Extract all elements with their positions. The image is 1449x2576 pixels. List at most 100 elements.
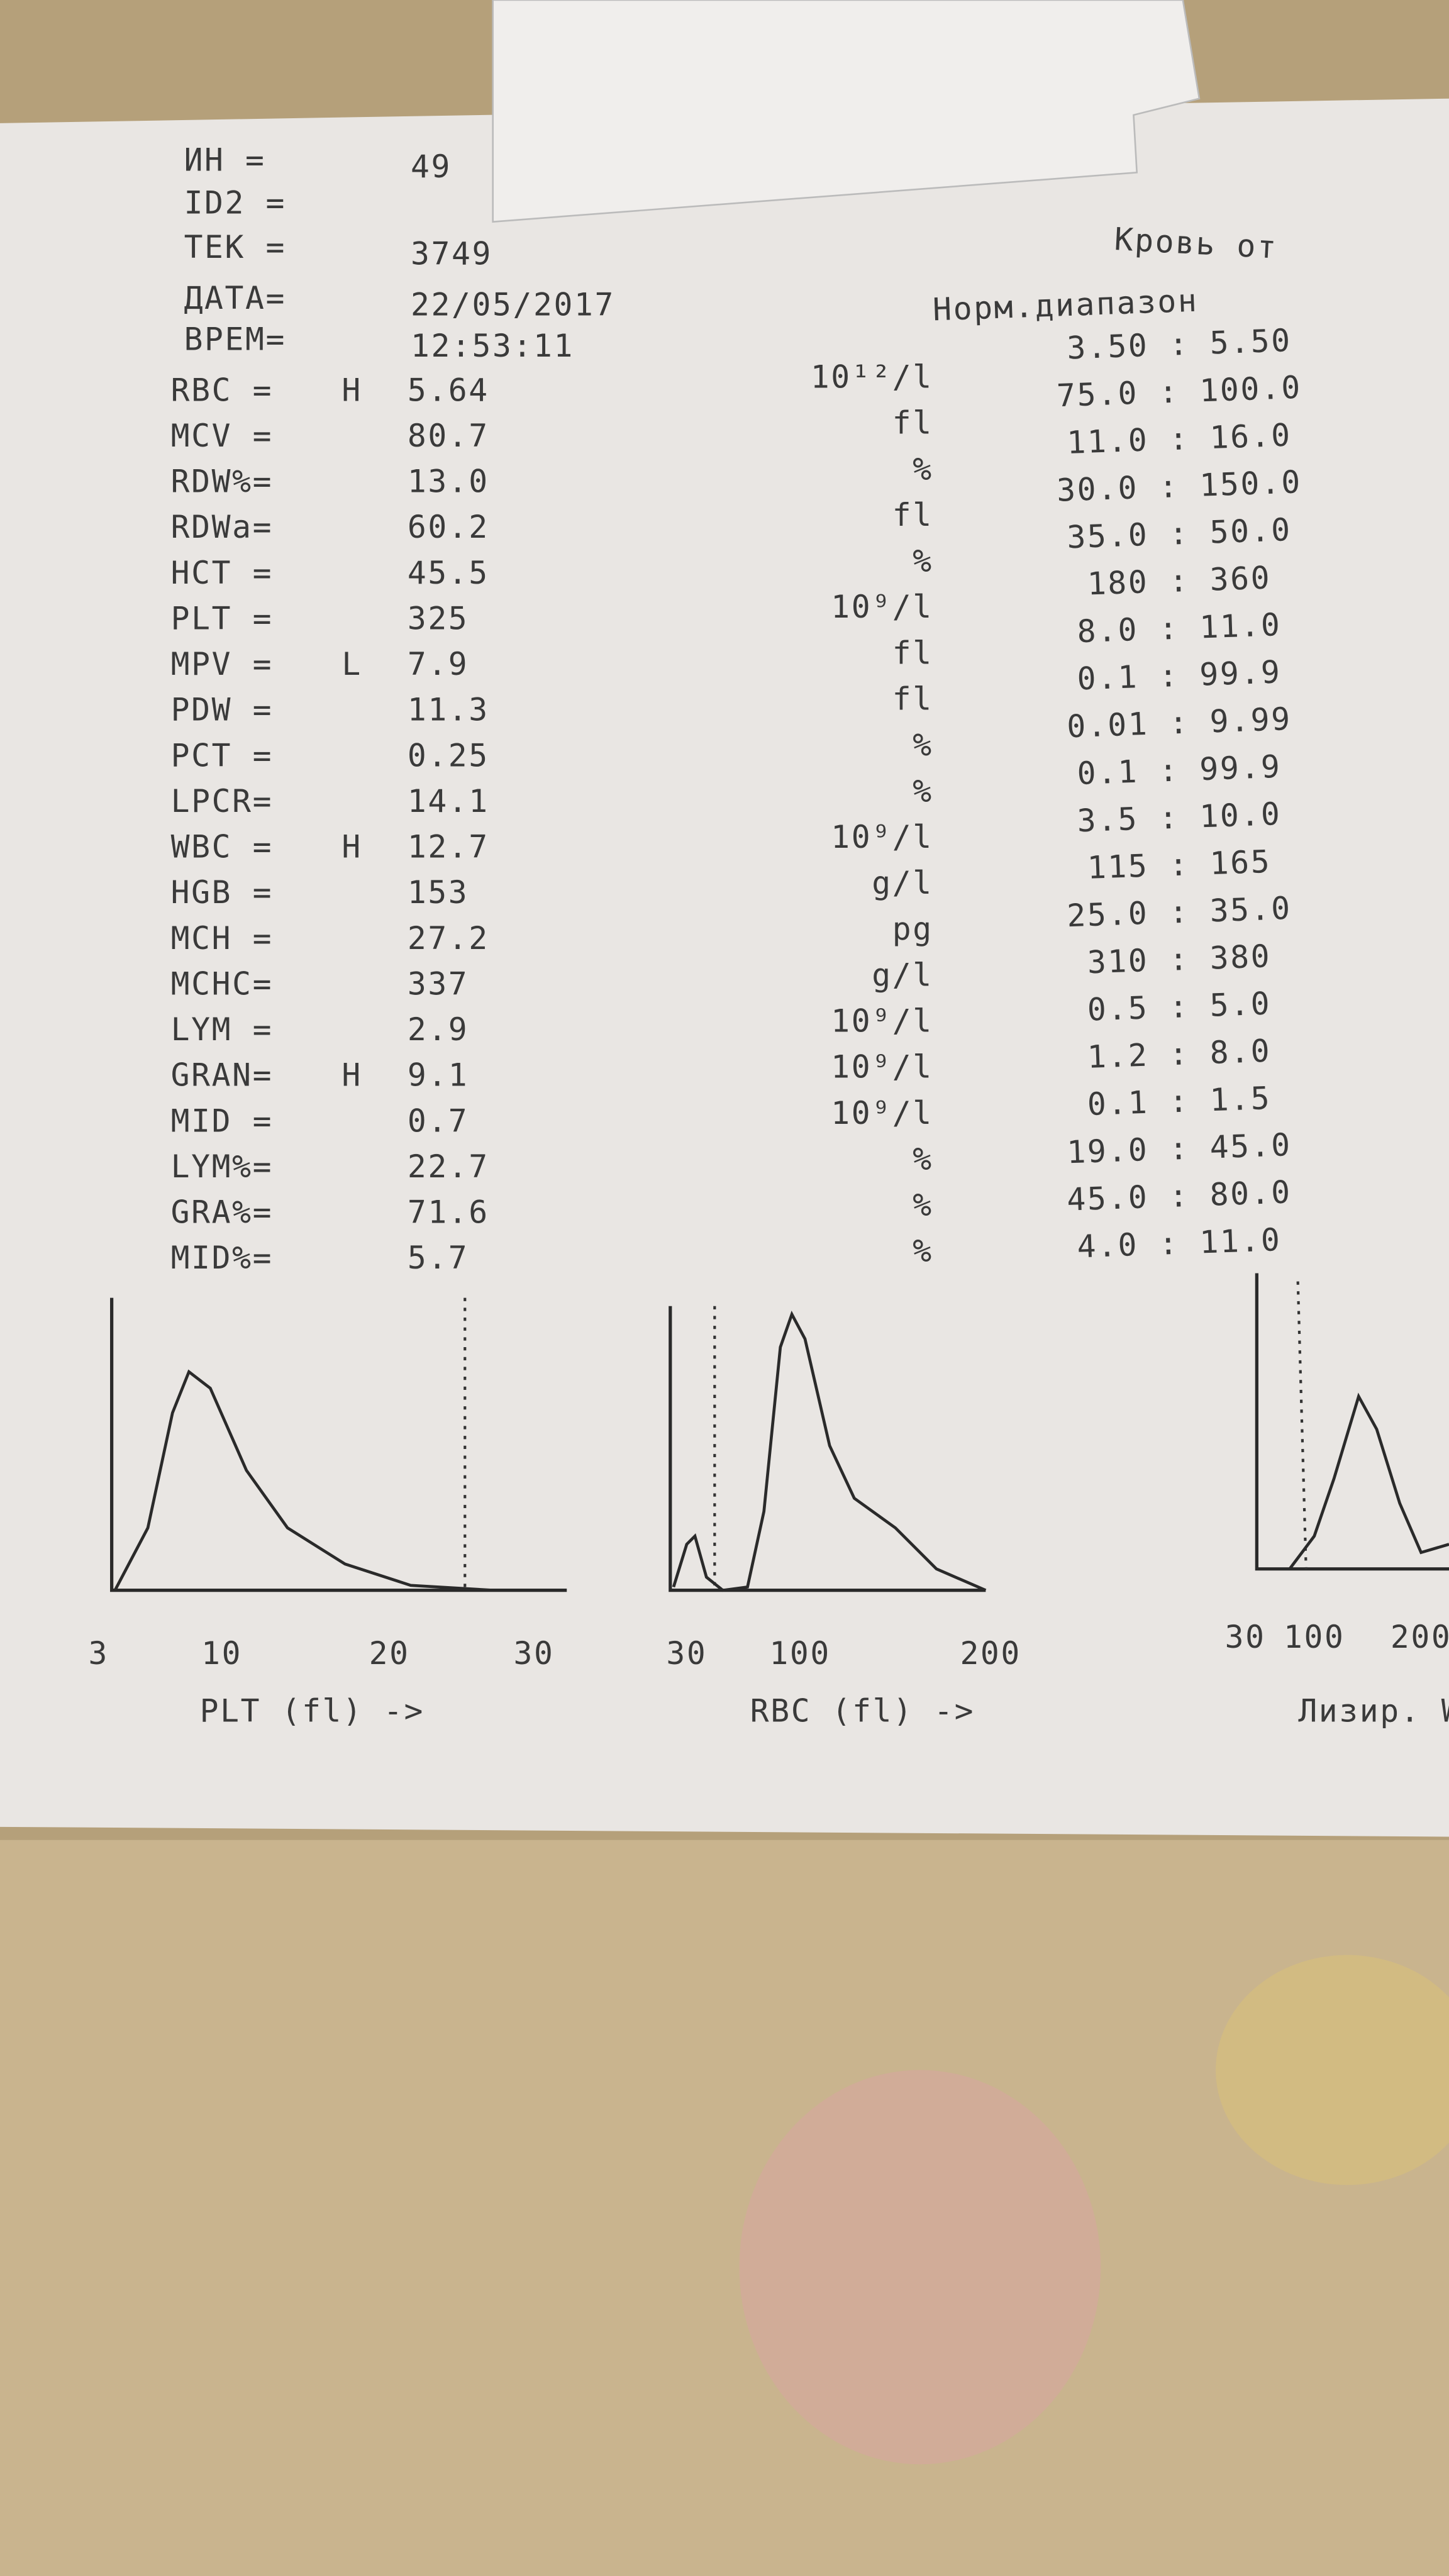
normal-range: 75.0 : 100.0 <box>1056 369 1302 414</box>
normal-range: 8.0 : 11.0 <box>1077 606 1282 650</box>
unit: 10⁹/l <box>831 1049 933 1085</box>
result-label: PCT = <box>171 737 273 774</box>
normal-range: 25.0 : 35.0 <box>1066 890 1292 934</box>
normal-range: 11.0 : 16.0 <box>1066 417 1292 461</box>
result-label: MCHC= <box>171 965 273 1002</box>
wbc-histogram <box>1255 1273 1449 1571</box>
normal-range: 4.0 : 11.0 <box>1077 1221 1282 1265</box>
normal-range: 0.1 : 99.9 <box>1077 653 1282 697</box>
result-value: 325 <box>408 600 469 636</box>
result-flag: H <box>341 1057 362 1094</box>
unit: % <box>913 773 933 809</box>
curve <box>1288 1392 1449 1570</box>
tick-label: 3 <box>88 1635 109 1672</box>
sample-type: Кровь от <box>1113 221 1279 266</box>
result-label: PLT = <box>171 600 273 636</box>
tick-label: 200 <box>1391 1619 1449 1655</box>
result-value: 153 <box>408 874 469 911</box>
result-flag: L <box>341 646 362 682</box>
result-value: 337 <box>408 965 469 1002</box>
normal-range: 0.1 : 99.9 <box>1077 748 1282 792</box>
histogram-label: RBC (fl) -> <box>750 1693 975 1729</box>
unit: fl <box>892 635 933 671</box>
result-label: RDWa= <box>171 509 273 545</box>
result-value: 12.7 <box>408 829 489 865</box>
unit: 10⁹/l <box>831 589 933 625</box>
result-label: RBC = <box>171 372 273 408</box>
unit: g/l <box>872 865 933 901</box>
unit: pg <box>892 911 933 947</box>
result-label: MPV = <box>171 646 273 682</box>
histogram-label: Лизир. W <box>1298 1693 1449 1729</box>
result-value: 2.9 <box>408 1011 469 1048</box>
result-label: GRA%= <box>171 1194 273 1231</box>
normal-range: 45.0 : 80.0 <box>1066 1174 1292 1218</box>
unit: 10⁹/l <box>831 1095 933 1131</box>
header-label: ТЕК = <box>184 229 286 265</box>
histogram-label: PLT (fl) -> <box>200 1693 425 1729</box>
normal-range: 35.0 : 50.0 <box>1066 511 1292 555</box>
tick-label: 200 <box>960 1635 1021 1672</box>
histograms <box>110 1273 1449 1592</box>
header-label: ДАТА= <box>184 280 286 316</box>
unit: 10⁹/l <box>831 819 933 855</box>
result-label: HGB = <box>171 874 273 911</box>
fabric-flower <box>739 2070 1101 2465</box>
result-label: LYM%= <box>171 1148 273 1185</box>
table-surface <box>0 1840 1449 2576</box>
axis <box>669 1306 986 1592</box>
covering-paper <box>492 0 1201 223</box>
normal-range: 0.5 : 5.0 <box>1087 985 1272 1028</box>
normal-range: 1.2 : 8.0 <box>1087 1033 1272 1075</box>
header-value: 22/05/2017 <box>411 287 615 323</box>
unit: 10⁹/l <box>831 1002 933 1039</box>
result-label: MID = <box>171 1102 273 1139</box>
tick-label: 100 <box>1284 1619 1345 1655</box>
unit: % <box>913 1187 933 1223</box>
result-label: MID%= <box>171 1240 273 1276</box>
normal-range: 310 : 380 <box>1087 938 1272 980</box>
rbc-histogram <box>669 1306 987 1592</box>
header-value: 3749 <box>411 236 492 272</box>
curve <box>672 1310 987 1592</box>
tick-label: 100 <box>769 1635 830 1672</box>
paper <box>0 98 1449 1837</box>
result-value: 27.2 <box>408 920 489 957</box>
result-value: 45.5 <box>408 555 489 591</box>
result-label: LYM = <box>171 1011 273 1048</box>
result-label: RDW%= <box>171 464 273 500</box>
unit: 10¹²/l <box>811 358 933 395</box>
result-label: LPCR= <box>171 783 273 819</box>
fabric-flower <box>1216 1955 1449 2185</box>
header-label: ИН = <box>184 142 266 179</box>
result-value: 80.7 <box>408 418 489 454</box>
unit: % <box>913 727 933 763</box>
result-flag: H <box>341 829 362 865</box>
result-value: 5.64 <box>408 372 489 408</box>
result-label: GRAN= <box>171 1057 273 1094</box>
normal-range: 180 : 360 <box>1087 559 1272 602</box>
header-label: ID2 = <box>184 185 286 221</box>
unit: fl <box>892 680 933 717</box>
result-label: WBC = <box>171 829 273 865</box>
axis <box>1255 1273 1449 1571</box>
result-value: 7.9 <box>408 646 469 682</box>
result-value: 9.1 <box>408 1057 469 1094</box>
axis <box>110 1297 567 1592</box>
header-value: 12:53:11 <box>411 328 574 364</box>
normal-range: 115 : 165 <box>1087 843 1272 886</box>
normal-range: 3.50 : 5.50 <box>1066 322 1292 366</box>
result-flag: H <box>341 372 362 408</box>
result-value: 0.7 <box>408 1102 469 1139</box>
result-value: 60.2 <box>408 509 489 545</box>
header-value: 49 <box>411 148 452 185</box>
unit: fl <box>892 497 933 533</box>
result-value: 71.6 <box>408 1194 489 1231</box>
tick-label: 30 <box>666 1635 707 1672</box>
unit: % <box>913 1141 933 1177</box>
result-label: MCH = <box>171 920 273 957</box>
normal-range: 19.0 : 45.0 <box>1066 1126 1292 1170</box>
normal-range: 0.1 : 1.5 <box>1087 1080 1272 1123</box>
